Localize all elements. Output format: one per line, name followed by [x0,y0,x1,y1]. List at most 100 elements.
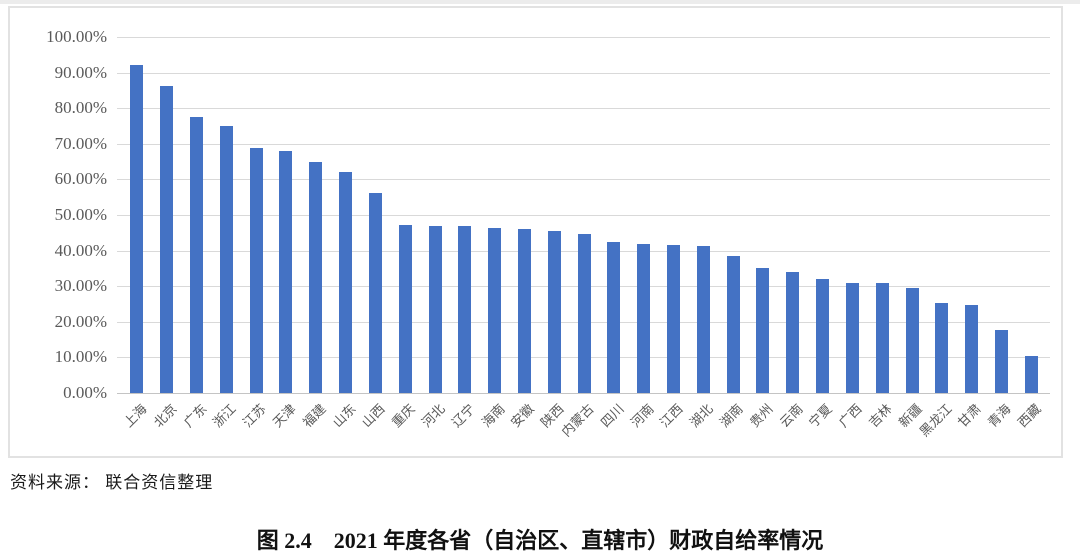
x-axis-tick-label: 甘肃 [955,401,985,431]
y-axis-tick-label: 10.00% [54,347,107,367]
bar-slot [569,37,599,393]
x-axis-tick-label: 河北 [418,401,448,431]
gridline [117,143,1050,145]
bar-slot [748,37,778,393]
x-axis-tick-label: 重庆 [388,401,418,431]
x-axis-tick-label: 山东 [329,401,359,431]
source-note: 资料来源： 联合资信整理 [10,473,214,492]
bar [368,193,382,393]
bar [726,255,740,393]
bar-slot [867,37,897,393]
gridline [117,72,1050,74]
bar-slot [510,37,540,393]
x-axis-tick-label: 安徽 [508,401,538,431]
bar [219,126,233,393]
bar [845,282,859,393]
bar-slot [1016,37,1046,393]
bar-slot [152,37,182,393]
x-axis-tick-label: 河南 [627,401,657,431]
bar [875,283,889,393]
y-axis-tick-label: 60.00% [54,169,107,189]
x-axis-tick-label: 西藏 [1014,401,1044,431]
x-axis-tick-label: 四川 [597,401,627,431]
bar [398,224,412,393]
bar [190,117,204,393]
bar [667,245,681,393]
bar-slot [182,37,212,393]
bar-slot [688,37,718,393]
bar-slot [241,37,271,393]
x-axis-tick-label: 海南 [478,401,508,431]
bar-slot [271,37,301,393]
bar-slot [420,37,450,393]
x-axis-labels: 上海 北京 广东 浙江 江苏 天津 福建 山东 山西 重庆 河北 辽宁 海南 安徽 陕西 内蒙古 四川 河南 江西湖… [10,399,1050,457]
bar [577,233,591,393]
y-axis-tick-label: 30.00% [54,276,107,296]
bar [786,271,800,393]
bar-slot [659,37,689,393]
x-axis-tick-label: 福建 [299,401,329,431]
bar-slot [629,37,659,393]
x-axis-tick-label: 江西 [657,401,687,431]
x-axis-tick-label: 广东 [180,401,210,431]
x-axis-tick-label: 吉林 [865,401,895,431]
bar [279,150,293,393]
x-axis-tick-label: 宁夏 [806,401,836,431]
x-axis-tick-label: 山西 [359,401,389,431]
x-axis-tick-label: 云南 [776,401,806,431]
bar-slot [838,37,868,393]
bar-slot [718,37,748,393]
bar-slot [897,37,927,393]
x-axis-tick-label: 江苏 [239,401,269,431]
bar-slot [211,37,241,393]
bar [339,171,353,393]
bar-slot [361,37,391,393]
x-axis-tick-label: 北京 [150,401,180,431]
x-axis-tick-label: 天津 [269,401,299,431]
bar [130,65,144,393]
bar [994,330,1008,393]
bar [458,226,472,393]
bar [517,229,531,393]
bar-slot [539,37,569,393]
x-axis-tick-label: 湖北 [686,401,716,431]
bar [309,161,323,393]
bar-slot [927,37,957,393]
bar-slot [122,37,152,393]
bar [428,225,442,393]
x-axis-tick-label: 湖南 [716,401,746,431]
x-axis-tick-label: 贵州 [746,401,776,431]
gridline [117,37,1050,38]
bar [637,244,651,393]
x-axis-tick-label: 浙江 [210,401,240,431]
bar-slot [987,37,1017,393]
x-axis-tick-label: 青海 [985,401,1015,431]
x-axis-tick-label: 广西 [835,401,865,431]
gridline [117,215,1050,216]
bar [816,279,830,393]
x-axis-tick-label: 辽宁 [448,401,478,431]
figure-caption: 图 2.4 2021 年度各省（自治区、直辖市）财政自给率情况 [0,523,1080,555]
bar-slot [778,37,808,393]
x-axis-tick-label: 上海 [120,401,150,431]
y-axis-tick-label: 0.00% [63,383,107,402]
y-axis-tick-label: 20.00% [54,311,107,331]
bar [696,245,710,393]
y-axis-tick-label: 40.00% [54,240,107,260]
y-axis-tick-label: 90.00% [54,62,107,82]
bar-slot [599,37,629,393]
y-axis-tick-label: 80.00% [54,98,107,118]
bar [965,305,979,393]
bar-slot [390,37,420,393]
y-axis-tick-label: 100.00% [46,27,107,46]
bar-slot [957,37,987,393]
bars-container [122,37,1046,393]
bar [607,242,621,393]
bar [935,303,949,393]
bar [249,148,263,393]
bar-slot [450,37,480,393]
x-axis-tick-label: 黑龙江 [916,401,955,440]
bar [547,231,561,393]
bar-slot [331,37,361,393]
bar-slot [480,37,510,393]
